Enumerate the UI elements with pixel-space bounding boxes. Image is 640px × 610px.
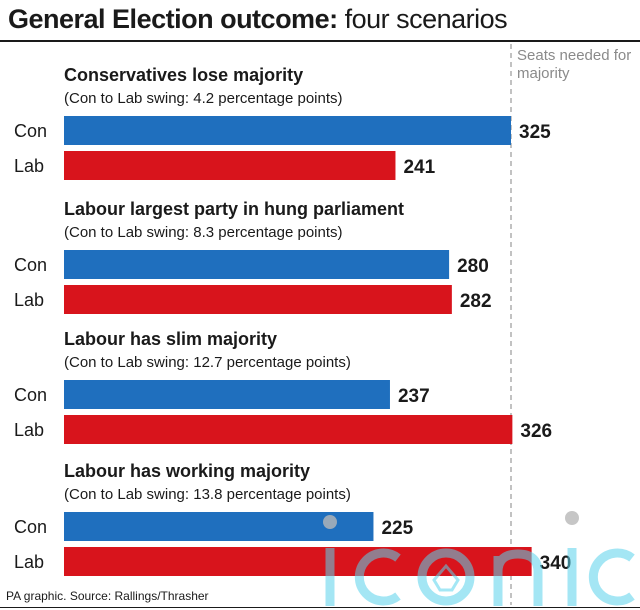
bar-lab: [64, 285, 452, 314]
party-label-con: Con: [14, 517, 47, 537]
threshold-label: Seats needed for majority: [517, 47, 632, 82]
scenario-subtitle: (Con to Lab swing: 8.3 percentage points…: [64, 224, 343, 241]
bar-lab: [64, 151, 396, 180]
party-label-lab: Lab: [14, 290, 44, 310]
watermark-logo: [323, 511, 635, 606]
scenario-subtitle: (Con to Lab swing: 12.7 percentage point…: [64, 354, 351, 371]
title-bold: General Election outcome:: [8, 4, 338, 34]
bar-value-label: 282: [460, 291, 492, 312]
party-label-lab: Lab: [14, 552, 44, 572]
bar-con: [64, 250, 450, 279]
bar-value-label: 340: [540, 553, 572, 574]
party-label-lab: Lab: [14, 156, 44, 176]
bar-value-label: 325: [519, 122, 551, 143]
title-rule: [0, 40, 640, 42]
bar-lab: [64, 415, 513, 444]
bar-value-label: 241: [403, 157, 435, 178]
source-note: PA graphic. Source: Rallings/Thrasher: [6, 589, 209, 603]
party-label-con: Con: [14, 121, 47, 141]
bar-con: [64, 116, 511, 145]
scenario-title: Labour largest party in hung parliament: [64, 199, 404, 219]
scenario-title: Labour has slim majority: [64, 329, 277, 349]
bar-value-label: 237: [398, 386, 430, 407]
bottom-rule: [0, 607, 640, 608]
title-rest: four scenarios: [337, 4, 508, 34]
bar-value-label: 280: [457, 256, 489, 277]
scenario-title: Conservatives lose majority: [64, 65, 303, 85]
party-label-con: Con: [14, 385, 47, 405]
bar-value-label: 225: [381, 518, 413, 539]
scenario-title: Labour has working majority: [64, 461, 310, 481]
scenario-subtitle: (Con to Lab swing: 13.8 percentage point…: [64, 486, 351, 503]
scenario-subtitle: (Con to Lab swing: 4.2 percentage points…: [64, 90, 343, 107]
bar-con: [64, 380, 390, 409]
party-label-lab: Lab: [14, 420, 44, 440]
chart-title: General Election outcome: four scenarios: [8, 4, 508, 35]
bar-value-label: 326: [520, 421, 552, 442]
party-label-con: Con: [14, 255, 47, 275]
bar-con: [64, 512, 374, 541]
